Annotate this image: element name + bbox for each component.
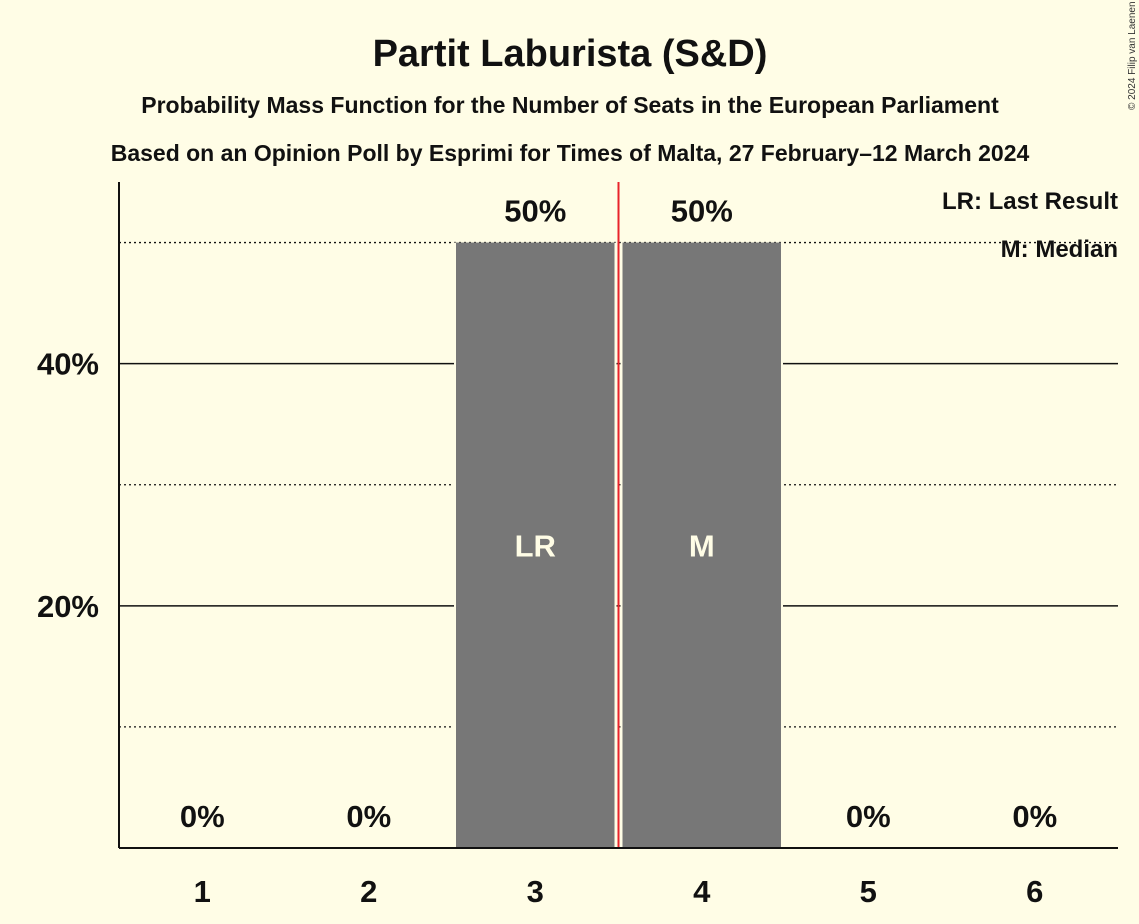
- bar-seats-3: [456, 242, 615, 848]
- chart-subtitle: Probability Mass Function for the Number…: [141, 92, 999, 118]
- copyright-text: © 2024 Filip van Laenen: [1127, 1, 1138, 110]
- value-labels: 0% 0% LR 50% M 50% 0% 0%: [180, 194, 1057, 834]
- value-label-6: 0%: [1012, 799, 1057, 834]
- bar-seats-4: [622, 242, 781, 848]
- x-tick-label: 2: [360, 874, 377, 909]
- value-label-5: 0%: [846, 799, 891, 834]
- value-label-1: 0%: [180, 799, 225, 834]
- chart-title: Partit Laburista (S&D): [373, 33, 768, 75]
- chart-subtitle-poll: Based on an Opinion Poll by Esprimi for …: [111, 140, 1030, 166]
- bar-annotation-lr: LR: [515, 528, 556, 563]
- bars: [454, 182, 783, 848]
- value-label-4: 50%: [671, 194, 733, 229]
- x-tick-label: 1: [194, 874, 211, 909]
- legend-last-result: LR: Last Result: [942, 188, 1118, 215]
- y-tick-label: 40%: [37, 347, 99, 382]
- x-tick-label: 3: [527, 874, 544, 909]
- value-label-3: 50%: [504, 194, 566, 229]
- value-label-2: 0%: [346, 799, 391, 834]
- legend-median: M: Median: [1001, 236, 1118, 263]
- x-tick-label: 4: [693, 874, 711, 909]
- axes: 1 2 3 4 5 6: [118, 182, 1118, 909]
- x-tick-label: 6: [1026, 874, 1043, 909]
- bar-annotation-m: M: [689, 528, 715, 563]
- x-tick-label: 5: [860, 874, 877, 909]
- y-tick-label: 20%: [37, 589, 99, 624]
